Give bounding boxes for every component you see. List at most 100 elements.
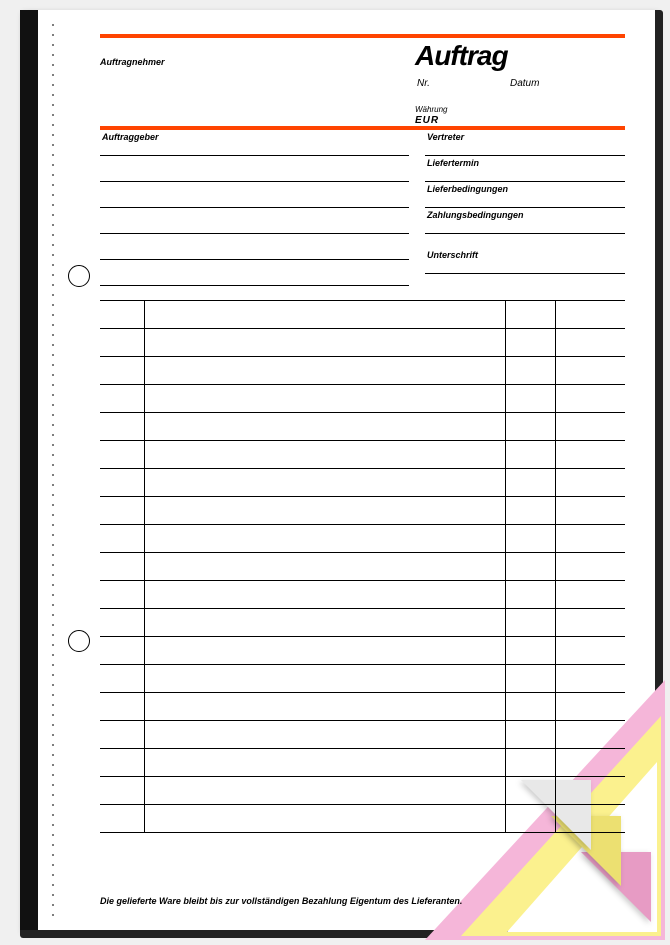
table-cell[interactable] xyxy=(505,525,555,553)
table-cell[interactable] xyxy=(144,777,505,805)
table-cell[interactable] xyxy=(505,357,555,385)
table-cell[interactable] xyxy=(144,665,505,693)
table-row[interactable] xyxy=(100,553,625,581)
table-row[interactable] xyxy=(100,525,625,553)
table-cell[interactable] xyxy=(555,385,625,413)
table-cell[interactable] xyxy=(555,749,625,777)
client-line[interactable] xyxy=(100,182,409,208)
table-cell[interactable] xyxy=(505,749,555,777)
table-cell[interactable] xyxy=(100,385,144,413)
table-cell[interactable] xyxy=(555,413,625,441)
table-row[interactable] xyxy=(100,497,625,525)
table-cell[interactable] xyxy=(505,721,555,749)
table-row[interactable] xyxy=(100,301,625,329)
table-row[interactable] xyxy=(100,581,625,609)
table-row[interactable] xyxy=(100,749,625,777)
table-cell[interactable] xyxy=(144,413,505,441)
table-cell[interactable] xyxy=(100,665,144,693)
table-cell[interactable] xyxy=(555,301,625,329)
table-cell[interactable] xyxy=(505,693,555,721)
table-cell[interactable] xyxy=(100,693,144,721)
table-row[interactable] xyxy=(100,469,625,497)
table-cell[interactable] xyxy=(555,805,625,833)
table-cell[interactable] xyxy=(144,749,505,777)
table-row[interactable] xyxy=(100,329,625,357)
signature-line[interactable]: Unterschrift xyxy=(425,248,625,274)
rep-line[interactable]: Vertreter xyxy=(425,130,625,156)
table-cell[interactable] xyxy=(144,497,505,525)
table-cell[interactable] xyxy=(505,385,555,413)
table-cell[interactable] xyxy=(144,609,505,637)
table-cell[interactable] xyxy=(505,553,555,581)
table-cell[interactable] xyxy=(100,301,144,329)
table-cell[interactable] xyxy=(144,357,505,385)
table-cell[interactable] xyxy=(100,805,144,833)
table-cell[interactable] xyxy=(555,609,625,637)
table-row[interactable] xyxy=(100,385,625,413)
table-cell[interactable] xyxy=(144,301,505,329)
table-cell[interactable] xyxy=(555,497,625,525)
table-cell[interactable] xyxy=(555,357,625,385)
table-cell[interactable] xyxy=(100,581,144,609)
table-cell[interactable] xyxy=(505,413,555,441)
table-cell[interactable] xyxy=(555,525,625,553)
table-cell[interactable] xyxy=(505,805,555,833)
table-cell[interactable] xyxy=(100,553,144,581)
table-row[interactable] xyxy=(100,637,625,665)
table-cell[interactable] xyxy=(505,497,555,525)
table-cell[interactable] xyxy=(100,357,144,385)
table-cell[interactable] xyxy=(100,469,144,497)
table-cell[interactable] xyxy=(144,525,505,553)
table-cell[interactable] xyxy=(505,609,555,637)
table-cell[interactable] xyxy=(100,525,144,553)
table-cell[interactable] xyxy=(555,581,625,609)
table-cell[interactable] xyxy=(555,637,625,665)
client-line[interactable] xyxy=(100,208,409,234)
table-cell[interactable] xyxy=(100,777,144,805)
table-cell[interactable] xyxy=(100,609,144,637)
table-cell[interactable] xyxy=(555,665,625,693)
table-cell[interactable] xyxy=(505,581,555,609)
table-cell[interactable] xyxy=(505,329,555,357)
table-cell[interactable] xyxy=(144,329,505,357)
table-row[interactable] xyxy=(100,413,625,441)
table-cell[interactable] xyxy=(144,385,505,413)
table-cell[interactable] xyxy=(505,469,555,497)
delivery-date-line[interactable]: Liefertermin xyxy=(425,156,625,182)
table-row[interactable] xyxy=(100,609,625,637)
table-cell[interactable] xyxy=(100,637,144,665)
delivery-terms-line[interactable]: Lieferbedingungen xyxy=(425,182,625,208)
table-cell[interactable] xyxy=(100,413,144,441)
client-line[interactable]: Auftraggeber xyxy=(100,130,409,156)
table-row[interactable] xyxy=(100,357,625,385)
table-cell[interactable] xyxy=(555,777,625,805)
table-row[interactable] xyxy=(100,441,625,469)
client-line[interactable] xyxy=(100,234,409,260)
table-row[interactable] xyxy=(100,693,625,721)
table-cell[interactable] xyxy=(505,777,555,805)
table-cell[interactable] xyxy=(144,553,505,581)
table-cell[interactable] xyxy=(144,469,505,497)
table-cell[interactable] xyxy=(100,721,144,749)
table-cell[interactable] xyxy=(555,441,625,469)
table-row[interactable] xyxy=(100,721,625,749)
items-table[interactable] xyxy=(100,300,625,833)
payment-terms-line[interactable]: Zahlungsbedingungen xyxy=(425,208,625,234)
table-cell[interactable] xyxy=(100,329,144,357)
table-cell[interactable] xyxy=(100,749,144,777)
table-cell[interactable] xyxy=(144,441,505,469)
table-cell[interactable] xyxy=(555,693,625,721)
client-line[interactable] xyxy=(100,260,409,286)
table-cell[interactable] xyxy=(144,693,505,721)
table-cell[interactable] xyxy=(555,469,625,497)
table-cell[interactable] xyxy=(100,497,144,525)
table-cell[interactable] xyxy=(505,301,555,329)
table-cell[interactable] xyxy=(505,665,555,693)
table-cell[interactable] xyxy=(144,721,505,749)
table-cell[interactable] xyxy=(555,721,625,749)
client-line[interactable] xyxy=(100,156,409,182)
table-cell[interactable] xyxy=(100,441,144,469)
table-row[interactable] xyxy=(100,665,625,693)
table-cell[interactable] xyxy=(505,441,555,469)
table-cell[interactable] xyxy=(144,637,505,665)
